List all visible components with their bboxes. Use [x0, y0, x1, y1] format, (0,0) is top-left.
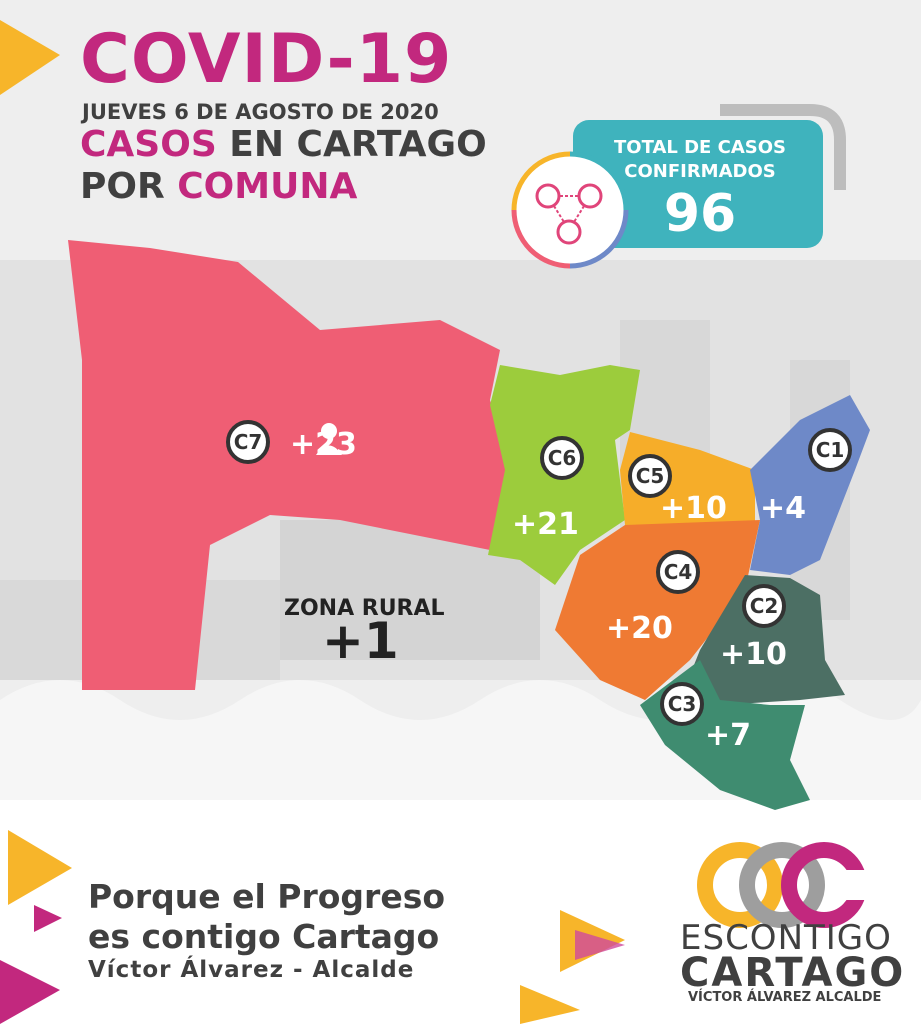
signature: Víctor Álvarez - Alcalde	[88, 957, 415, 983]
people-network-icon	[511, 151, 629, 269]
zona-rural-label: ZONA RURAL	[284, 596, 445, 621]
person-icon	[314, 420, 344, 456]
total-box-arc	[720, 104, 846, 190]
escontigo-logo-icon	[697, 842, 870, 928]
cases-c6: +21	[512, 507, 579, 542]
cases-c5: +10	[660, 491, 727, 526]
slogan-line1: Porque el Progreso	[88, 877, 446, 916]
total-cases-value: 96	[663, 184, 737, 244]
subtitle-por: POR	[80, 166, 178, 207]
region-c7	[68, 240, 510, 690]
subtitle-casos: CASOS	[80, 124, 217, 165]
total-cases-label: TOTAL DE CASOS CONFIRMADOS	[613, 137, 786, 182]
zona-rural-cases: +1	[322, 612, 399, 670]
slogan: Porque el Progreso es contigo Cartago	[88, 877, 445, 957]
logo-line1: ESCONTIGO	[680, 918, 892, 958]
cases-c4: +20	[606, 611, 673, 646]
slogan-line2: es contigo Cartago	[88, 917, 440, 956]
region-c2	[680, 575, 845, 705]
logo-line2: CARTAGO	[680, 950, 906, 996]
cases-c1: +4	[760, 491, 807, 526]
region-c4	[555, 520, 760, 700]
subtitle-en-cartago: EN CARTAGO	[216, 124, 487, 165]
badge-c7: C7	[226, 420, 270, 464]
logo-line3: VÍCTOR ÁLVAREZ ALCALDE	[688, 990, 882, 1005]
badge-c2: C2	[742, 584, 786, 628]
badge-c1: C1	[808, 428, 852, 472]
page-title: COVID-19	[80, 20, 453, 99]
date-label: JUEVES 6 DE AGOSTO DE 2020	[82, 100, 439, 124]
badge-c5: C5	[628, 454, 672, 498]
cases-c2: +10	[720, 637, 787, 672]
badge-c4: C4	[656, 550, 700, 594]
subtitle-line2: POR COMUNA	[80, 166, 357, 207]
subtitle-line1: CASOS EN CARTAGO	[80, 124, 487, 165]
badge-c3: C3	[660, 682, 704, 726]
badge-c6: C6	[540, 436, 584, 480]
cases-c3: +7	[705, 718, 752, 753]
subtitle-comuna: COMUNA	[177, 166, 358, 207]
